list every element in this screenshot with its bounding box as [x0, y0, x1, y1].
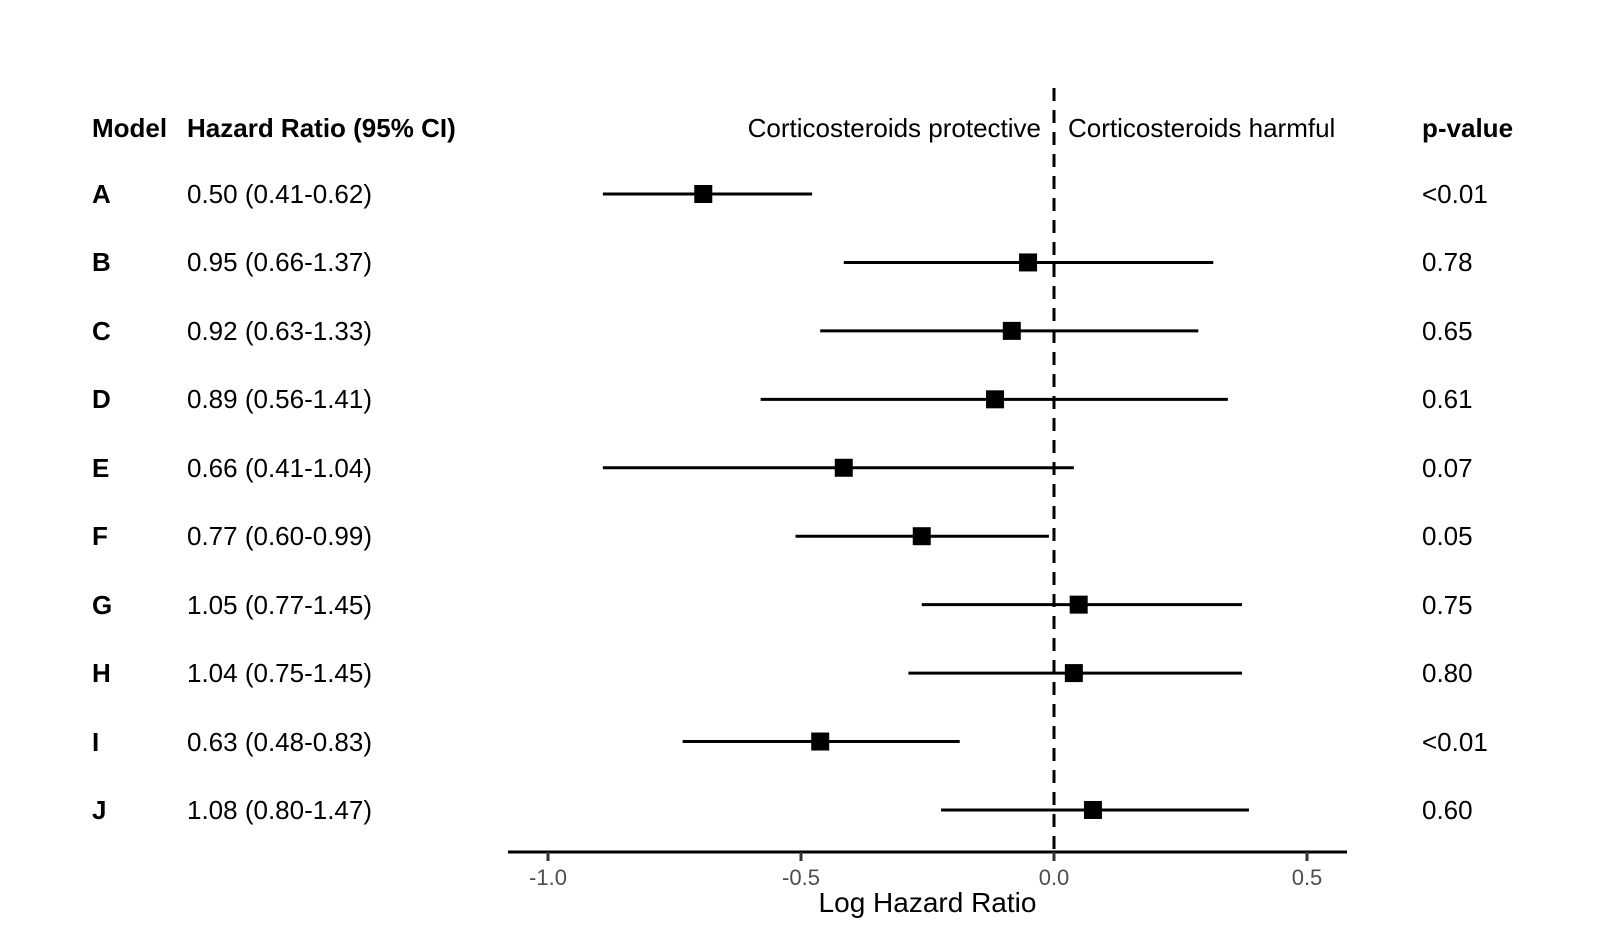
model-label-J: J [92, 794, 107, 825]
hr-marker-H [1064, 664, 1083, 683]
p-value-H: 0.80 [1422, 658, 1473, 689]
hr-ci-value-G: 1.05 (0.77-1.45) [187, 589, 373, 620]
hr-marker-C [1002, 321, 1021, 340]
x-axis-tick-label--1.0: -1.0 [529, 865, 567, 890]
hr-marker-I [811, 732, 830, 751]
model-label-E: E [92, 452, 110, 483]
hr-ci-value-C: 0.92 (0.63-1.33) [187, 315, 373, 346]
hr-ci-value-A: 0.50 (0.41-0.62) [187, 179, 373, 209]
x-axis-tick-label-0.5: 0.5 [1292, 865, 1323, 890]
column-header-hazard-ratio: Hazard Ratio (95% CI) [187, 113, 456, 143]
x-axis-tick-label-0.0: 0.0 [1039, 865, 1070, 890]
p-value-C: 0.65 [1422, 315, 1473, 346]
model-label-A: A [92, 179, 111, 209]
hr-ci-value-B: 0.95 (0.66-1.37) [187, 247, 373, 278]
column-header-pvalue: p-value [1422, 113, 1514, 143]
model-label-C: C [92, 315, 111, 346]
hr-ci-value-F: 0.77 (0.60-0.99) [187, 521, 373, 552]
hr-marker-J [1083, 800, 1102, 819]
model-label-F: F [92, 521, 108, 552]
x-axis-title: Log Hazard Ratio [819, 887, 1037, 918]
model-label-G: G [92, 589, 113, 620]
p-value-E: 0.07 [1422, 452, 1473, 483]
hr-marker-D [986, 390, 1005, 409]
annotation-corticosteroids-harmful: Corticosteroids harmful [1068, 113, 1336, 143]
p-value-A: <0.01 [1422, 179, 1488, 209]
p-value-D: 0.61 [1422, 384, 1473, 415]
p-value-I: <0.01 [1422, 726, 1488, 757]
hr-marker-G [1069, 595, 1088, 614]
model-label-B: B [92, 247, 111, 278]
hr-marker-F [912, 527, 931, 546]
p-value-J: 0.60 [1422, 794, 1473, 825]
model-label-H: H [92, 658, 111, 689]
hr-ci-value-H: 1.04 (0.75-1.45) [187, 658, 373, 689]
p-value-B: 0.78 [1422, 247, 1473, 278]
x-axis-tick-label--0.5: -0.5 [782, 865, 820, 890]
hr-ci-value-J: 1.08 (0.80-1.47) [187, 794, 373, 825]
hr-marker-B [1019, 253, 1038, 272]
annotation-corticosteroids-protective: Corticosteroids protective [747, 113, 1041, 143]
p-value-G: 0.75 [1422, 589, 1473, 620]
model-label-I: I [92, 726, 100, 757]
hr-marker-A [694, 185, 713, 203]
column-header-model: Model [92, 113, 168, 143]
hr-marker-E [834, 458, 853, 477]
p-value-F: 0.05 [1422, 521, 1473, 552]
hr-ci-value-I: 0.63 (0.48-0.83) [187, 726, 373, 757]
hr-ci-value-E: 0.66 (0.41-1.04) [187, 452, 373, 483]
hr-ci-value-D: 0.89 (0.56-1.41) [187, 384, 373, 415]
model-label-D: D [92, 384, 111, 415]
